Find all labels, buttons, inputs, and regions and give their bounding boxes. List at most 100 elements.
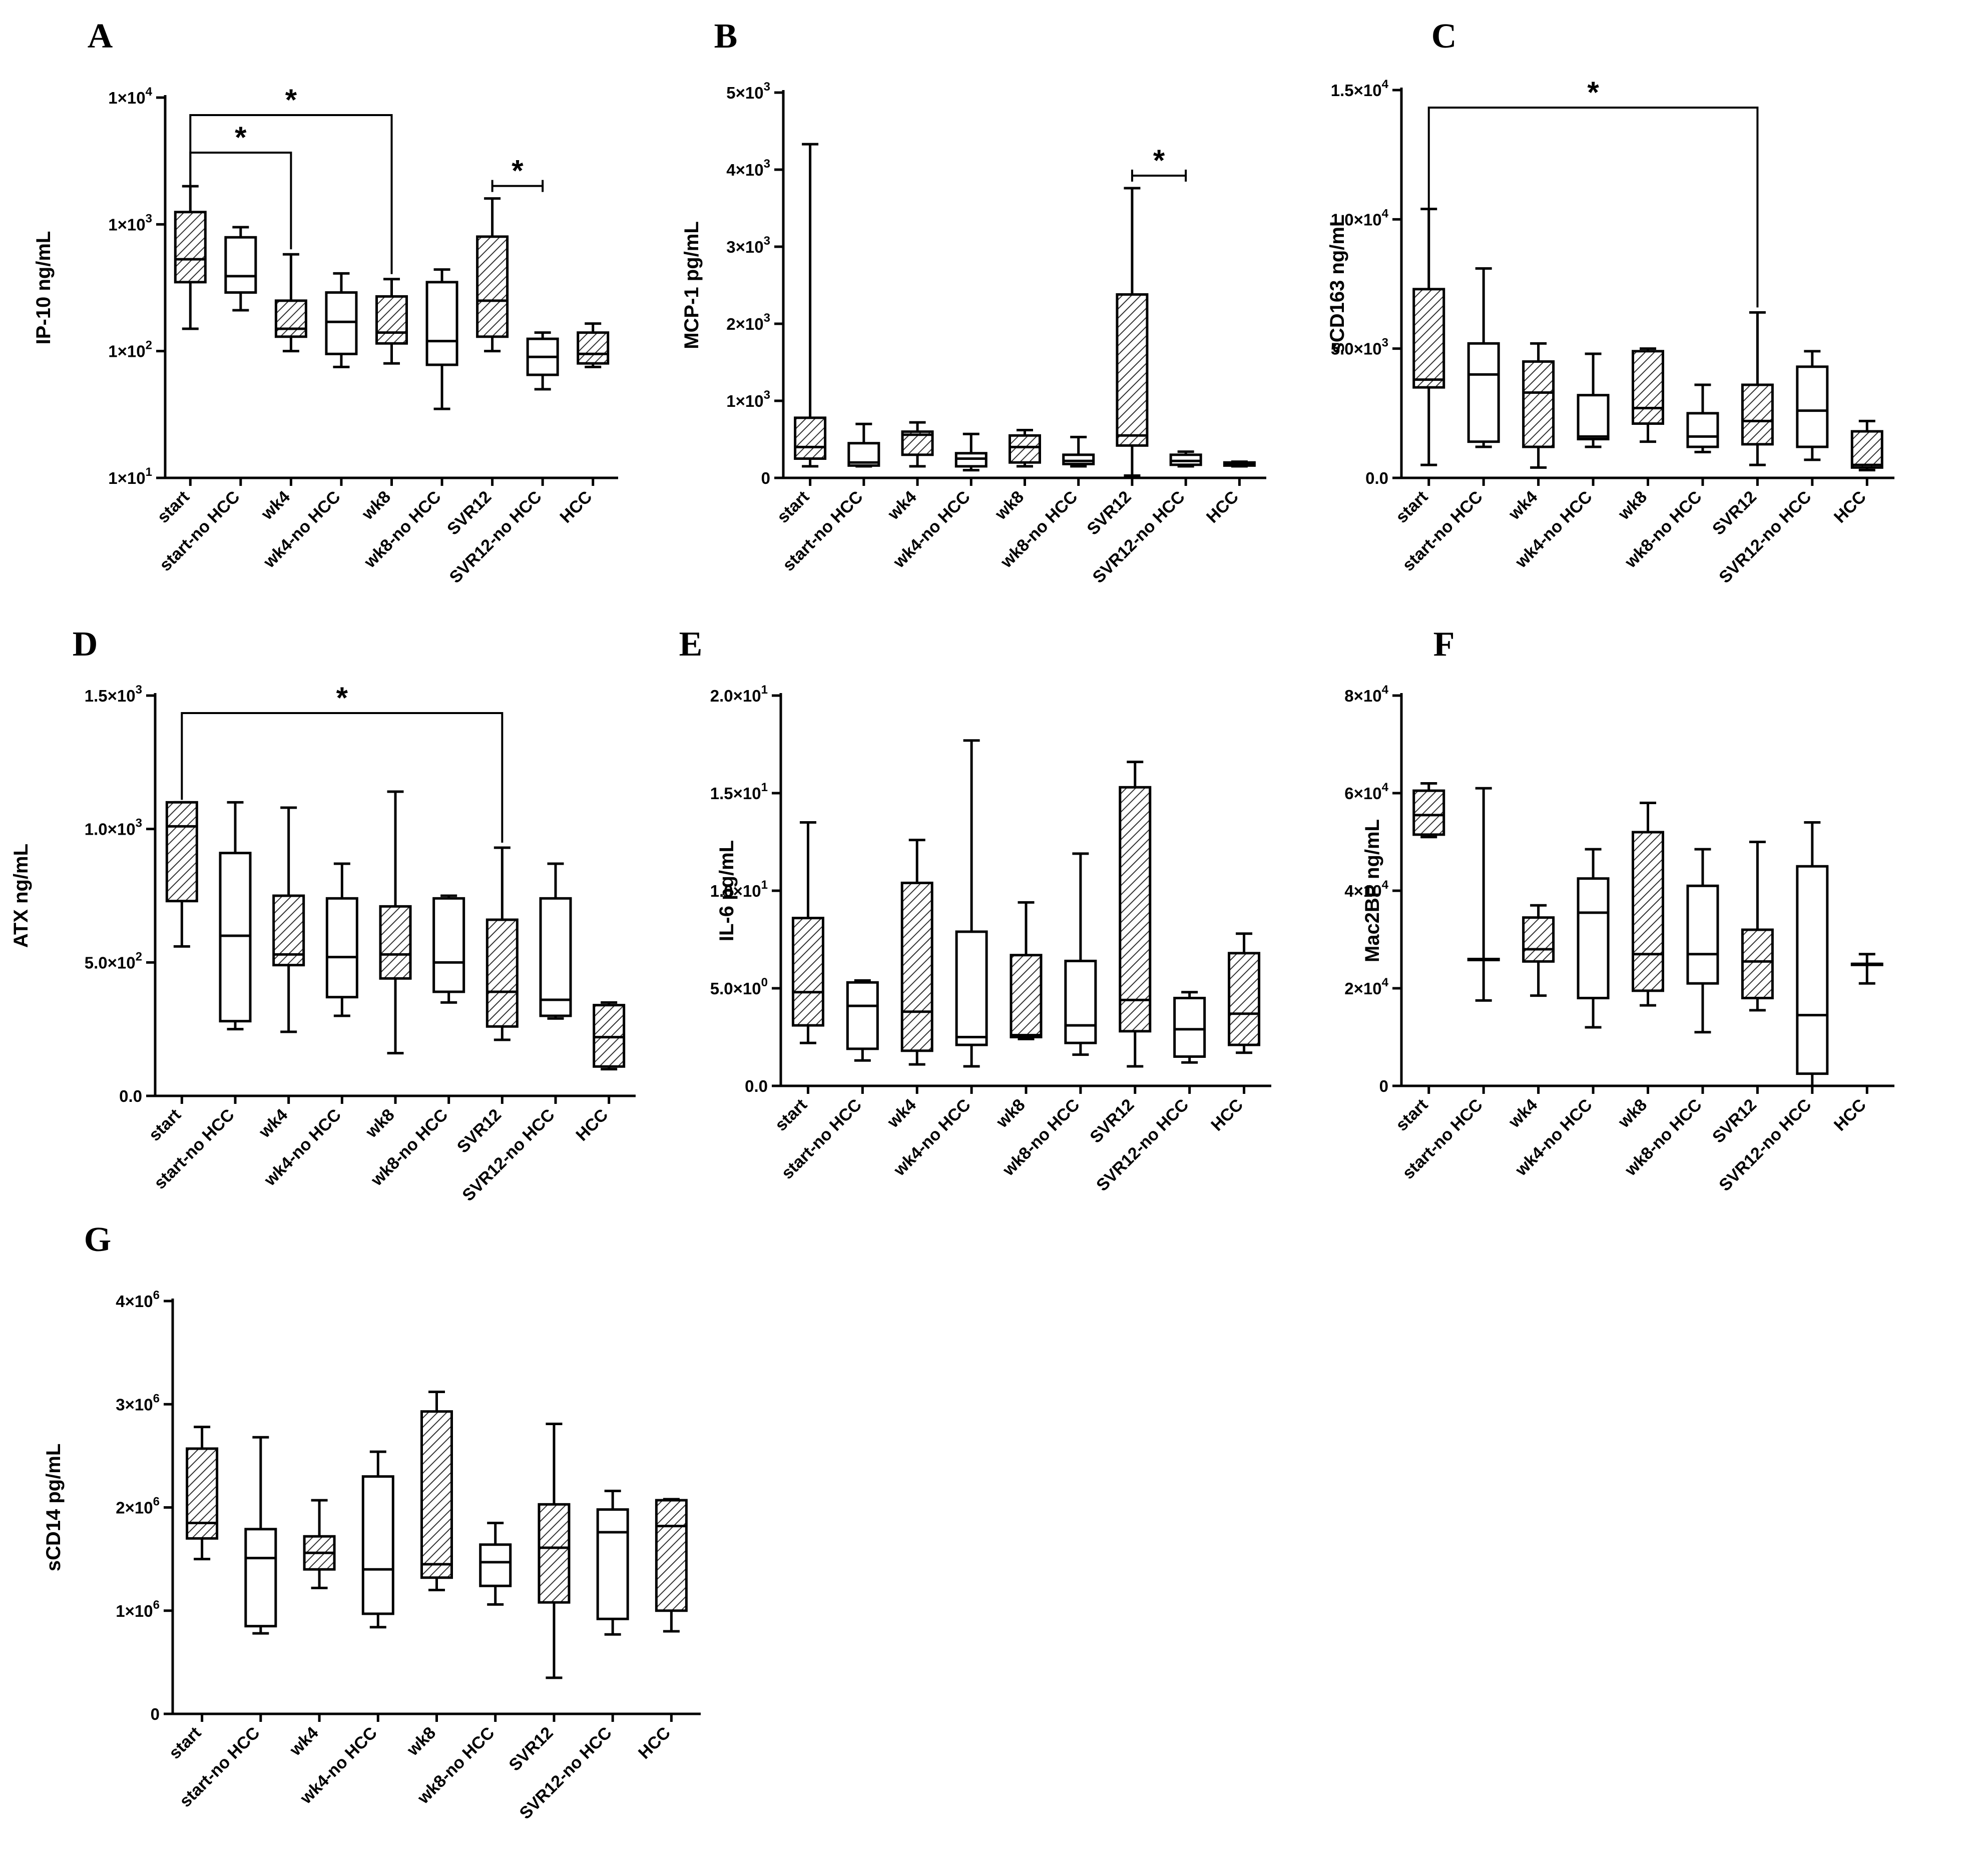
box-1 (794, 143, 827, 468)
category-label: start (145, 1105, 185, 1145)
significance-bracket: * (189, 83, 393, 274)
panel-a: AIP-10 ng/mL1×1011×1021×1031×104startsta… (33, 17, 618, 587)
category-label: HCC (556, 487, 596, 527)
box-9 (1850, 953, 1883, 985)
iqr-box (325, 291, 358, 355)
iqr-box (379, 905, 412, 980)
category-label: HCC (1207, 1095, 1247, 1135)
category-label: SVR12 (1709, 1095, 1760, 1147)
y-tick-label: 0 (151, 1705, 160, 1723)
y-tick-label: 1×101 (108, 465, 152, 487)
y-tick-label: 1.0×103 (85, 817, 142, 839)
panel-e: E IL-6 pg/mL 0.0 5.0×100 1.0×101 1.5×101 2.0×1… (679, 625, 1271, 1195)
box-8 (539, 862, 572, 1020)
category-label: start (154, 487, 193, 527)
iqr-box (1010, 954, 1043, 1038)
iqr-box (1064, 959, 1097, 1044)
category-label: HCC (1830, 487, 1870, 527)
box-6 (432, 894, 465, 1004)
y-tick-label: 1.5×104 (1331, 78, 1389, 100)
bracket-line (1427, 107, 1759, 308)
category-label: SVR12-no HCC (1715, 487, 1815, 587)
iqr-box (425, 281, 458, 366)
category-label: SVR12 (1086, 1095, 1138, 1147)
iqr-box (1116, 293, 1149, 447)
box-3 (303, 1499, 336, 1589)
box-9 (1223, 460, 1256, 468)
iqr-box (1741, 383, 1774, 446)
box-1 (186, 1426, 219, 1561)
iqr-box (1522, 360, 1555, 448)
iqr-box (375, 295, 408, 345)
box-4 (1577, 352, 1610, 448)
y-tick-label: 2×106 (116, 1495, 160, 1517)
iqr-box (274, 299, 307, 338)
box-8 (596, 1490, 629, 1636)
box-2 (846, 979, 879, 1062)
category-label: start (165, 1723, 205, 1763)
box-5 (1632, 347, 1664, 443)
y-tick-label: 8×104 (1344, 683, 1388, 705)
iqr-box (1850, 430, 1883, 469)
category-label: SVR12 (1084, 487, 1135, 539)
y-tick-label: 5.0×102 (85, 950, 142, 972)
iqr-box (219, 852, 252, 1023)
iqr-box (186, 1447, 219, 1540)
box-4 (1577, 848, 1610, 1029)
y-tick-label: 1.0×104 (1331, 207, 1389, 229)
box-7 (1741, 311, 1774, 466)
y-tick-label: 1×103 (726, 388, 770, 410)
box-2 (847, 422, 880, 468)
significance-star: * (1153, 144, 1165, 177)
category-label: SVR12 (1709, 487, 1760, 539)
category-label: SVR12-no HCC (458, 1105, 558, 1205)
category-label: wk4 (286, 1723, 322, 1760)
iqr-box (1686, 412, 1719, 448)
y-tick-label: 1.5×103 (85, 683, 142, 705)
box-5 (1009, 429, 1041, 468)
box-9 (577, 322, 610, 368)
iqr-box (1796, 365, 1829, 448)
category-label: start (1392, 487, 1431, 527)
y-axis-title: sCD163 ng/mL (1326, 215, 1348, 354)
box-3 (1522, 904, 1555, 997)
box-6 (1686, 383, 1719, 453)
iqr-box (794, 416, 827, 460)
category-label: wk4 (883, 1095, 920, 1132)
box-1 (165, 801, 198, 948)
y-tick-label: 1×106 (116, 1598, 160, 1620)
panel-letter: B (714, 17, 738, 56)
significance-bracket: * (1427, 76, 1759, 308)
iqr-box (325, 897, 358, 999)
iqr-box (1467, 342, 1500, 443)
iqr-box (1009, 434, 1041, 464)
significance-bracket: * (491, 154, 544, 192)
box-2 (224, 226, 257, 312)
y-tick-label: 1×102 (108, 339, 152, 361)
bracket-line (189, 114, 393, 274)
box-6 (1062, 435, 1095, 468)
iqr-box (1522, 916, 1555, 963)
box-1 (791, 821, 824, 1044)
category-label: SVR12 (443, 487, 495, 539)
box-7 (485, 846, 519, 1041)
box-8 (1796, 821, 1829, 1087)
category-label: SVR12 (506, 1723, 557, 1775)
box-5 (1010, 901, 1043, 1040)
box-3 (901, 421, 934, 468)
iqr-box (1632, 831, 1664, 992)
iqr-box (1412, 789, 1445, 836)
iqr-box (577, 331, 610, 365)
panel-letter: F (1433, 625, 1455, 664)
panel-letter: C (1431, 17, 1457, 56)
category-label: wk8 (1614, 1095, 1651, 1132)
box-3 (900, 839, 933, 1066)
y-tick-label: 4×106 (116, 1289, 160, 1311)
iqr-box (1577, 877, 1610, 999)
iqr-box (846, 981, 879, 1050)
iqr-box (174, 211, 207, 284)
y-tick-label: 1×103 (108, 212, 152, 234)
category-label: SVR12-no HCC (1715, 1095, 1815, 1195)
iqr-box (485, 918, 519, 1028)
